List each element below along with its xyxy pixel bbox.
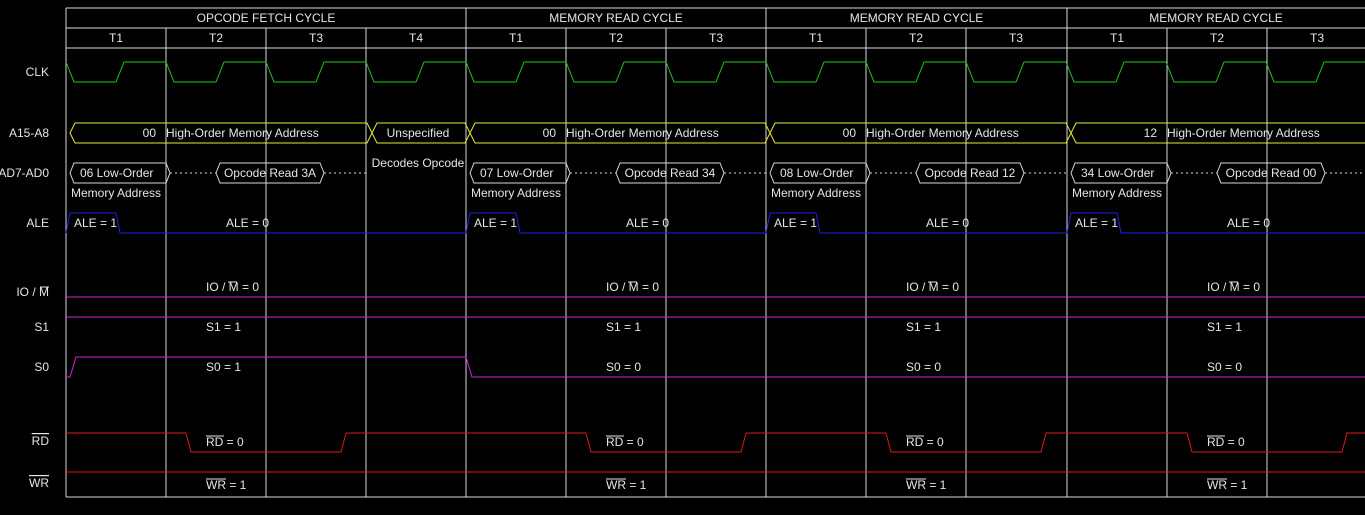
decodes-opcode-note: Decodes Opcode: [372, 156, 465, 170]
signal-label-s0: S0: [34, 360, 49, 374]
wr-level-label: WR = 1: [1207, 478, 1248, 492]
ad-memory-address-label: Memory Address: [71, 186, 161, 200]
wr-level-label: WR = 1: [906, 478, 947, 492]
ad-low-order-label: 06 Low-Order: [80, 166, 153, 180]
signal-label-iom: IO / M: [16, 285, 49, 299]
wr-level-label: WR = 1: [206, 478, 247, 492]
state-label: T1: [109, 31, 123, 45]
rd-level-label: RD = 0: [606, 435, 644, 449]
state-label: T4: [409, 31, 423, 45]
ad-opcode-label: Opcode Read 34: [625, 166, 716, 180]
clk-waveform: [65, 61, 1365, 83]
state-label: T1: [509, 31, 523, 45]
state-label: T3: [709, 31, 723, 45]
state-label: T1: [809, 31, 823, 45]
cycle-title: MEMORY READ CYCLE: [850, 11, 984, 25]
ad-low-order-label: 34 Low-Order: [1081, 166, 1154, 180]
state-label: T3: [1009, 31, 1023, 45]
state-label: T1: [1110, 31, 1124, 45]
s1-level-label: S1 = 1: [1207, 320, 1242, 334]
ale-high-label: ALE = 1: [774, 216, 817, 230]
iom-level-label: IO / M = 0: [606, 280, 659, 294]
ale-low-label: ALE = 0: [626, 216, 669, 230]
ale-low-label: ALE = 0: [926, 216, 969, 230]
cycle-title: MEMORY READ CYCLE: [549, 11, 683, 25]
a15-unspecified-label: Unspecified: [387, 126, 450, 140]
cycle-title: OPCODE FETCH CYCLE: [197, 11, 336, 25]
signal-label-clk: CLK: [26, 65, 49, 79]
ale-low-label: ALE = 0: [1227, 216, 1270, 230]
ale-high-label: ALE = 1: [1075, 216, 1118, 230]
signal-label-ad7: AD7-AD0: [0, 166, 49, 180]
a15-address-label: High-Order Memory Address: [1167, 126, 1320, 140]
ale-high-label: ALE = 1: [74, 216, 117, 230]
state-label: T3: [1310, 31, 1324, 45]
ale-high-label: ALE = 1: [474, 216, 517, 230]
s0-level-label: S0 = 0: [906, 360, 941, 374]
ale-low-label: ALE = 0: [226, 216, 269, 230]
ad-opcode-label: Opcode Read 00: [1226, 166, 1317, 180]
a15-address-bus: [1070, 122, 1365, 144]
a15-address-prefix: 00: [843, 126, 857, 140]
signal-label-rd: RD: [32, 434, 50, 448]
a15-address-prefix: 00: [543, 126, 557, 140]
iom-level-label: IO / M = 0: [1207, 280, 1260, 294]
rd-waveform: [66, 432, 1365, 453]
ad-low-order-label: 08 Low-Order: [780, 166, 853, 180]
ad-opcode-label: Opcode Read 3A: [224, 166, 316, 180]
rd-level-label: RD = 0: [906, 435, 944, 449]
a15-address-prefix: 12: [1144, 126, 1158, 140]
wr-level-label: WR = 1: [606, 478, 647, 492]
ad-opcode-label: Opcode Read 12: [925, 166, 1016, 180]
rd-level-label: RD = 0: [1207, 435, 1245, 449]
signal-label-s1: S1: [34, 320, 49, 334]
state-label: T2: [209, 31, 223, 45]
signal-label-wr: WR: [29, 476, 49, 490]
s1-level-label: S1 = 1: [906, 320, 941, 334]
a15-address-prefix: 00: [143, 126, 157, 140]
s1-level-label: S1 = 1: [606, 320, 641, 334]
state-label: T2: [609, 31, 623, 45]
a15-address-label: High-Order Memory Address: [566, 126, 719, 140]
rd-level-label: RD = 0: [206, 435, 244, 449]
state-label: T2: [1210, 31, 1224, 45]
ad-memory-address-label: Memory Address: [771, 186, 861, 200]
ad-memory-address-label: Memory Address: [1072, 186, 1162, 200]
s0-waveform: [66, 356, 1365, 378]
signal-label-a15: A15-A8: [9, 126, 49, 140]
iom-level-label: IO / M = 0: [206, 280, 259, 294]
s0-level-label: S0 = 0: [1207, 360, 1242, 374]
ad-low-order-label: 07 Low-Order: [480, 166, 553, 180]
cycle-title: MEMORY READ CYCLE: [1149, 11, 1283, 25]
iom-level-label: IO / M = 0: [906, 280, 959, 294]
a15-address-label: High-Order Memory Address: [166, 126, 319, 140]
ale-waveform: [65, 212, 1365, 234]
state-label: T2: [909, 31, 923, 45]
s0-level-label: S0 = 1: [206, 360, 241, 374]
state-label: T3: [309, 31, 323, 45]
s1-level-label: S1 = 1: [206, 320, 241, 334]
signal-label-ale: ALE: [26, 216, 49, 230]
ad-memory-address-label: Memory Address: [471, 186, 561, 200]
a15-address-label: High-Order Memory Address: [866, 126, 1019, 140]
s0-level-label: S0 = 0: [606, 360, 641, 374]
